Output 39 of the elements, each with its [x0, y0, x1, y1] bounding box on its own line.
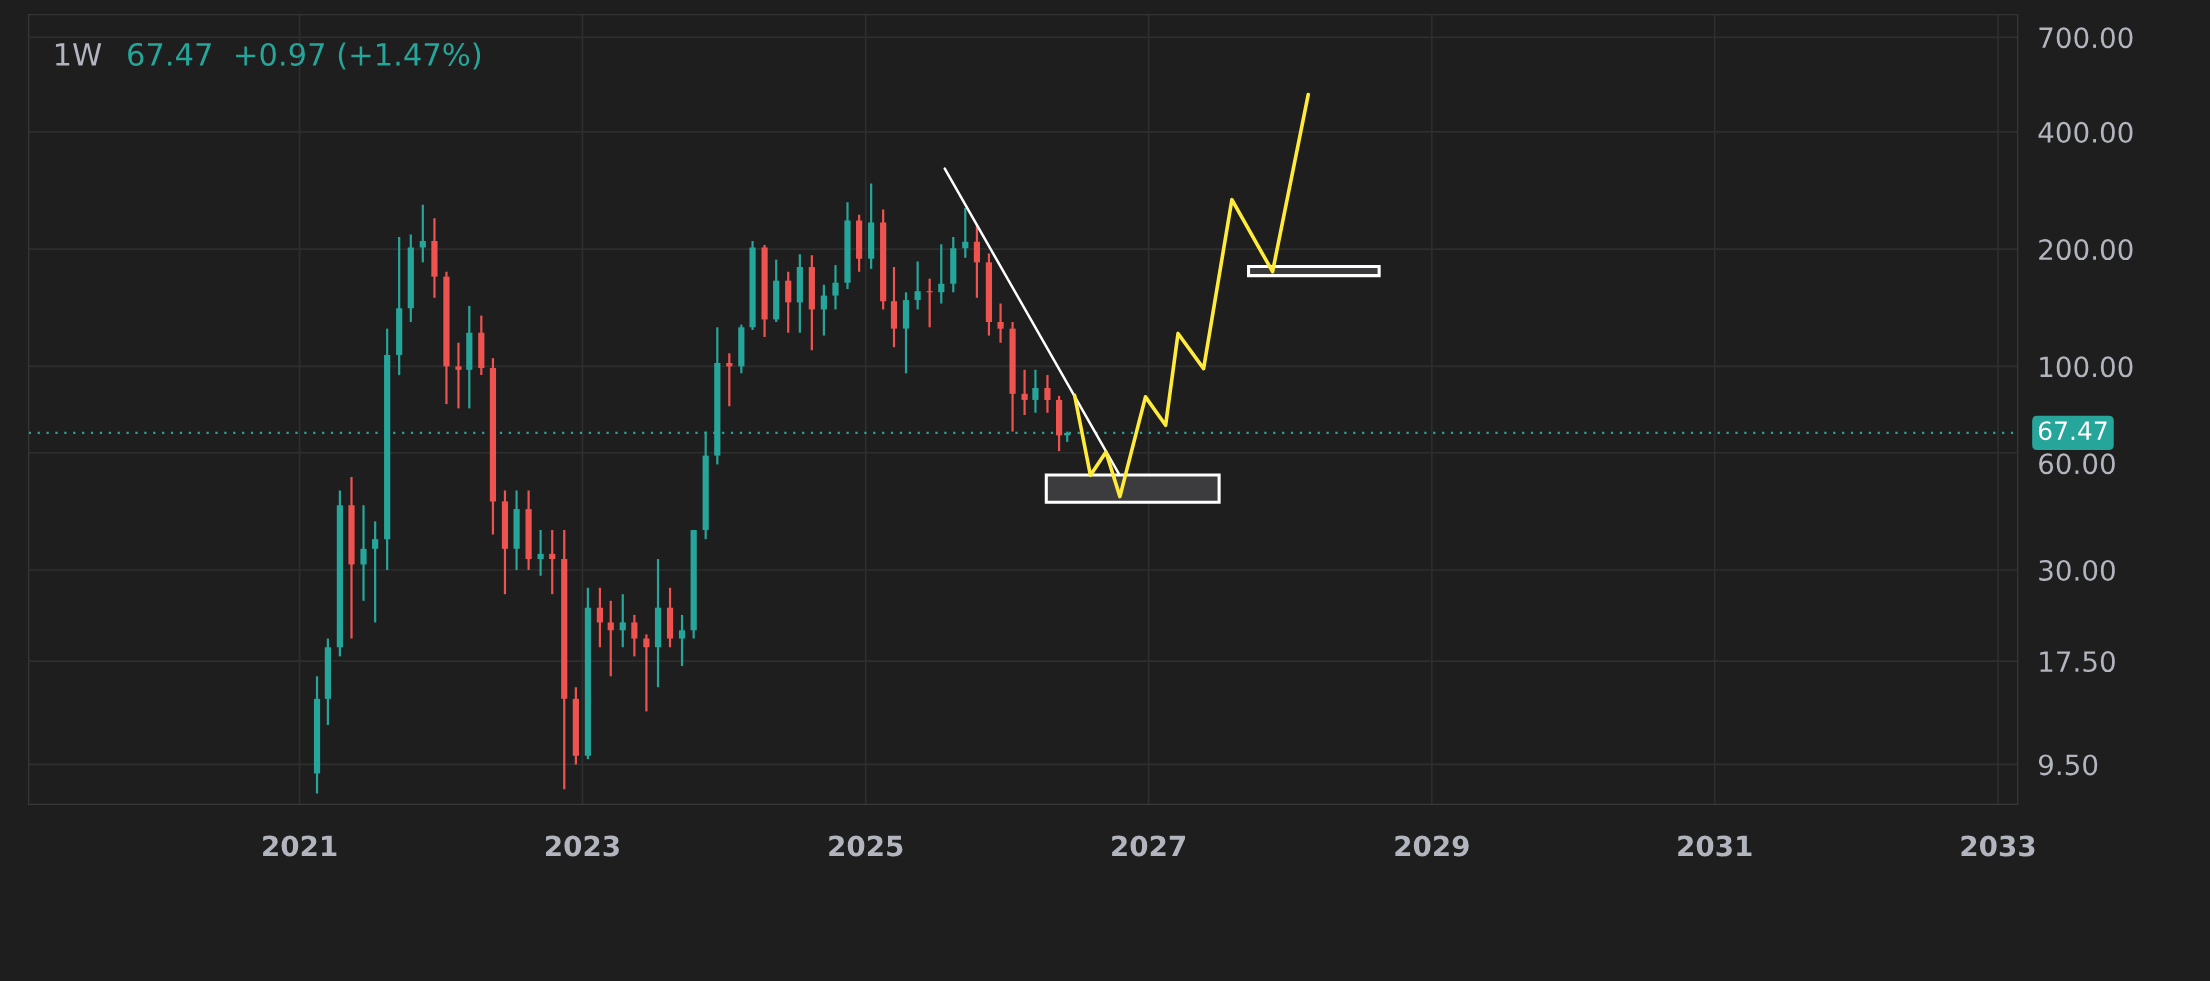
- candlestick: [1032, 368, 1039, 414]
- x-tick-label: 2027: [1112, 835, 1186, 857]
- candlestick: [549, 528, 556, 596]
- x-tick-label: 2031: [1678, 835, 1752, 857]
- candlestick: [785, 270, 792, 334]
- candlestick: [914, 260, 921, 311]
- candlestick: [1021, 368, 1028, 417]
- y-tick-label: 700.00: [2039, 27, 2133, 49]
- annotation: 1W: [55, 43, 102, 66]
- y-tick-label: 100.00: [2040, 356, 2133, 378]
- candlestick: [372, 520, 379, 624]
- candlestick: [938, 243, 945, 305]
- x-tick-label: 2029: [1395, 835, 1469, 857]
- candlestick: [997, 302, 1004, 344]
- annotation: 67.47 +0.97 (+1.47%): [128, 42, 481, 70]
- y-tick-label: 60.00: [2039, 453, 2115, 475]
- candlestick: [973, 224, 981, 299]
- candlestick: [607, 599, 614, 678]
- x-tick-label: 2033: [1961, 835, 2035, 857]
- y-tick-label: 200.00: [2039, 239, 2133, 261]
- y-tick-label: 17.50: [2040, 651, 2115, 673]
- y-tick-label: 9.50: [2038, 754, 2098, 776]
- candlestick: [631, 613, 638, 658]
- candlestick: [360, 504, 367, 602]
- x-tick-label: 2023: [546, 835, 619, 857]
- candlestick: [455, 341, 462, 410]
- ref-line-label: 67.47: [2038, 421, 2107, 441]
- candlestick: [832, 263, 839, 311]
- candlestick: [820, 283, 827, 337]
- line-series: [1072, 92, 1311, 499]
- x-tick-label: 2025: [829, 835, 903, 857]
- y-tick-label: 30.00: [2039, 559, 2115, 581]
- y-tick-label: 400.00: [2038, 121, 2133, 143]
- x-tick-label: 2021: [263, 835, 337, 857]
- candlestick: [596, 586, 603, 649]
- candlestick: [1044, 373, 1051, 414]
- candlestick: [619, 593, 626, 649]
- candlestick: [537, 528, 544, 577]
- candlestick: [678, 613, 686, 668]
